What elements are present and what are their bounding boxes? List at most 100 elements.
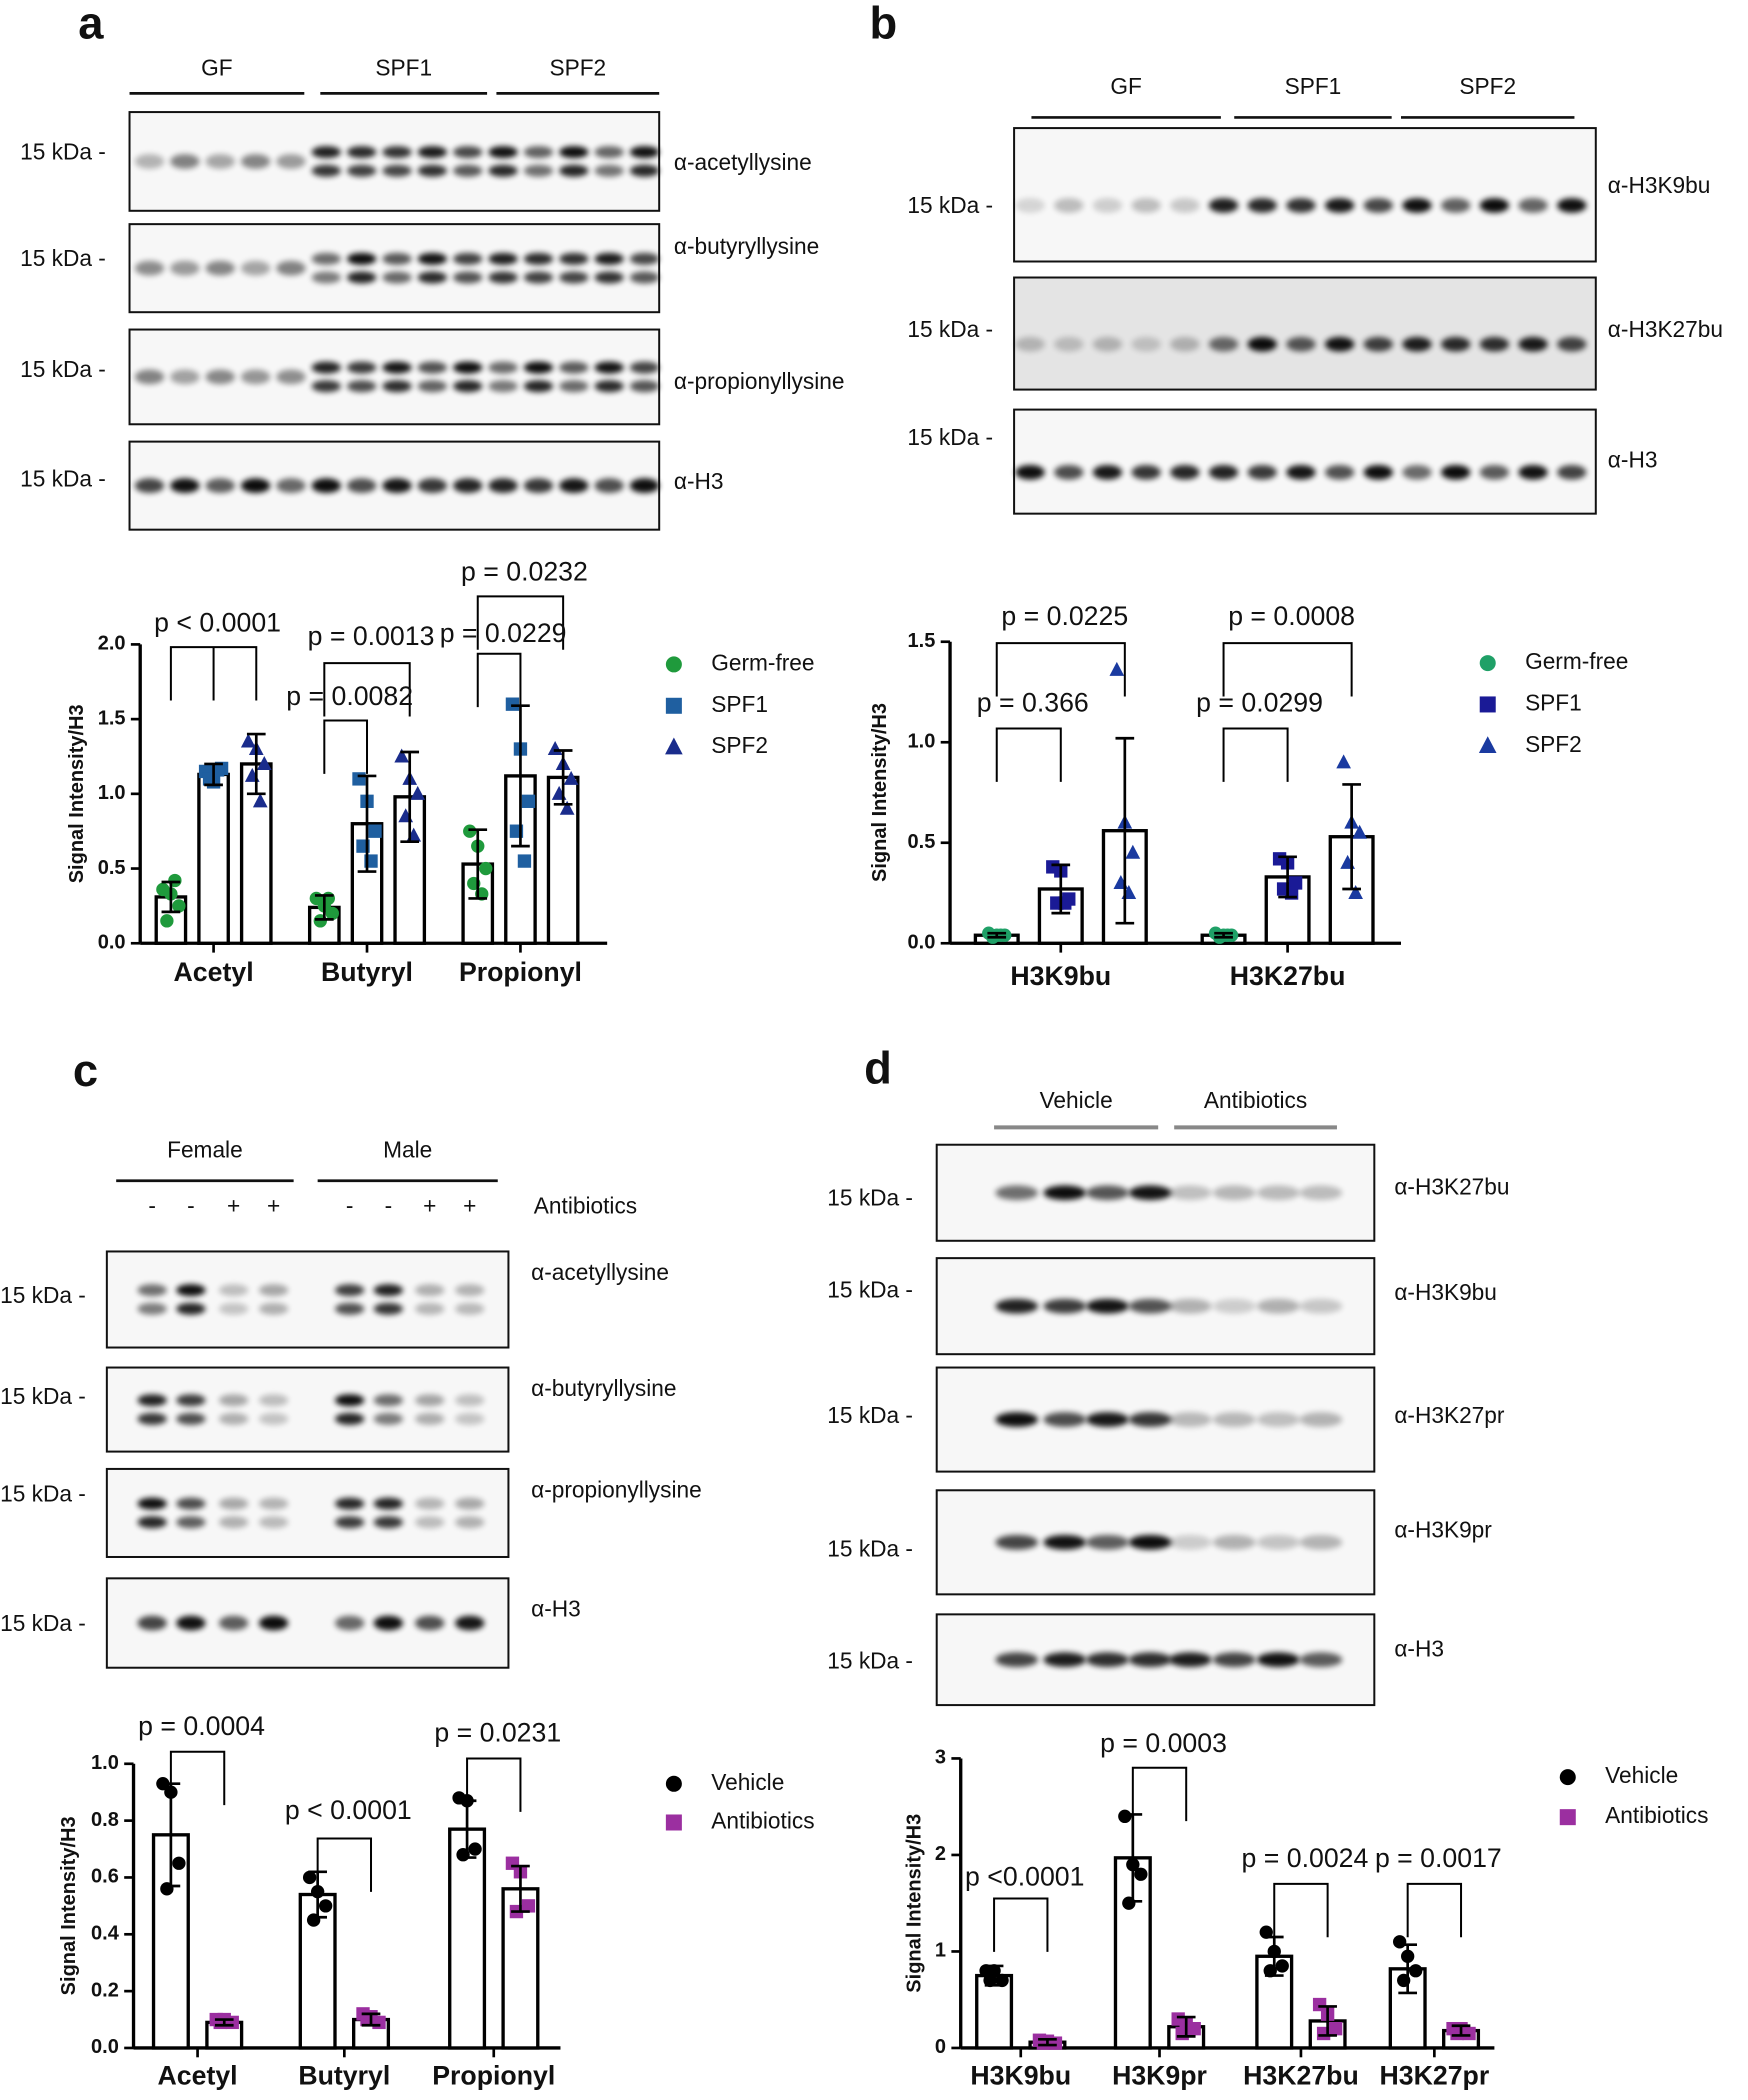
band: [1363, 464, 1393, 480]
band: [137, 1497, 167, 1510]
antibody-label: α-H3K27bu: [1394, 1174, 1509, 1200]
band: [415, 1412, 445, 1425]
band: [417, 146, 448, 159]
band: [346, 271, 377, 284]
error-bar: [1451, 2024, 1471, 2037]
error-bar: [987, 931, 1007, 939]
band: [346, 164, 377, 177]
error-bar: [1342, 783, 1361, 891]
band: [1208, 198, 1239, 213]
band: [455, 1615, 485, 1631]
band: [1086, 1185, 1129, 1201]
band: [373, 1394, 404, 1407]
band: [1128, 1412, 1172, 1427]
p-value: p <0.0001: [965, 1862, 1084, 1892]
error-bar: [1038, 2037, 1057, 2047]
band: [205, 369, 235, 385]
point: [463, 824, 477, 838]
band: [594, 146, 624, 159]
band: [995, 1534, 1039, 1550]
p-value: p = 0.366: [977, 687, 1089, 717]
band: [1170, 198, 1200, 213]
point: [1125, 844, 1141, 859]
mw-marker: 15 kDa -: [20, 465, 106, 491]
band: [176, 1302, 206, 1315]
y-tick-label: 3: [935, 1747, 946, 1769]
band: [1043, 1412, 1087, 1427]
blot-image: [1013, 127, 1597, 263]
band: [218, 1302, 249, 1315]
band: [1170, 336, 1200, 352]
mw-marker: 15 kDa -: [20, 356, 106, 382]
band: [334, 1394, 365, 1407]
band: [559, 252, 589, 265]
band: [170, 260, 200, 276]
band: [1131, 198, 1161, 213]
band: [594, 164, 624, 177]
band: [1256, 1185, 1300, 1201]
y-tick-label: 2: [935, 1843, 946, 1865]
band: [1054, 198, 1084, 213]
x-tick-label: Butyryl: [298, 2060, 390, 2090]
band: [1286, 464, 1316, 480]
band: [1092, 336, 1123, 352]
band: [559, 164, 589, 177]
band: [1557, 198, 1587, 213]
blot-image: [935, 1366, 1376, 1473]
band: [629, 380, 660, 393]
point: [394, 748, 410, 763]
mw-marker: 15 kDa -: [20, 245, 106, 271]
blot-image: [128, 223, 661, 314]
band: [346, 361, 377, 374]
point: [1118, 1809, 1132, 1824]
y-axis-label: Signal Intensity/H3: [904, 1814, 926, 1993]
band: [455, 1412, 485, 1425]
band: [1043, 1534, 1087, 1550]
band: [1363, 198, 1393, 213]
band: [382, 380, 412, 393]
mw-marker: 15 kDa -: [827, 1535, 913, 1561]
p-value: p = 0.0082: [286, 681, 413, 711]
band: [415, 1615, 445, 1631]
p-value: p = 0.0231: [434, 1717, 561, 1747]
legend-label: SPF2: [711, 732, 768, 758]
band: [417, 478, 448, 493]
band: [594, 252, 624, 265]
band: [334, 1412, 365, 1425]
antibody-label: α-acetyllysine: [531, 1259, 669, 1285]
point: [505, 697, 520, 711]
legend-marker: [665, 656, 682, 673]
point: [252, 793, 268, 808]
band: [240, 260, 271, 276]
band: [1256, 1652, 1300, 1668]
band: [1441, 464, 1471, 480]
point: [517, 854, 532, 868]
band: [629, 478, 660, 493]
band: [311, 380, 341, 393]
band: [134, 478, 165, 493]
point: [547, 741, 563, 756]
band: [1131, 336, 1161, 352]
blot-frame: [105, 1250, 510, 1349]
band: [334, 1497, 365, 1510]
significance-bracket: [995, 727, 1062, 782]
antibody-label: α-H3: [531, 1595, 581, 1621]
band: [334, 1284, 365, 1297]
band: [1015, 198, 1045, 213]
band: [523, 146, 554, 159]
band: [1168, 1534, 1212, 1550]
point: [1109, 661, 1125, 676]
y-tick-label: 1.5: [908, 630, 936, 652]
band: [205, 260, 235, 276]
band: [488, 146, 518, 159]
antibody-label: α-H3K27pr: [1394, 1402, 1505, 1428]
point: [1134, 1867, 1148, 1881]
band: [240, 154, 271, 169]
band: [1086, 1652, 1129, 1668]
significance-bracket: [1222, 642, 1353, 697]
legend-label: Antibiotics: [1605, 1802, 1708, 1828]
band: [1128, 1185, 1172, 1201]
band: [1247, 464, 1277, 480]
point: [372, 2015, 386, 2030]
